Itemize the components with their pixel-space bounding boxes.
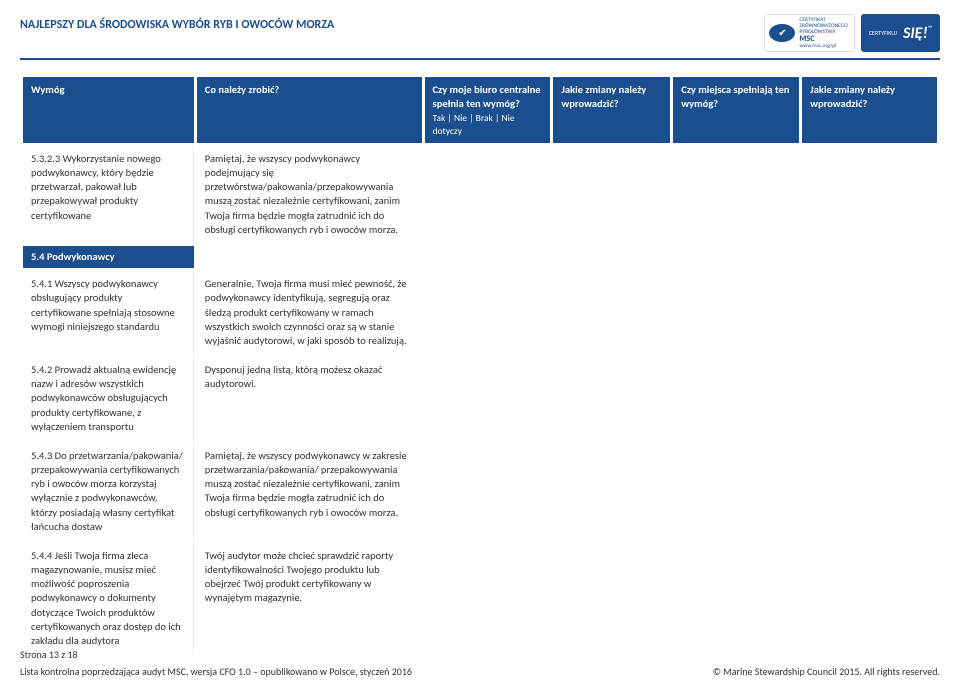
cell-empty — [802, 543, 937, 654]
table-row: 5.3.2.3 Wykorzystanie nowego podwykonawc… — [23, 146, 937, 243]
cell-action: Generalnie, Twoja firma musi mieć pewnoś… — [197, 271, 422, 354]
cell-requirement: 5.4.2 Prowadź aktualną ewidencję nazw i … — [23, 357, 194, 440]
cell-action: Twój audytor może chcieć sprawdzić rapor… — [197, 543, 422, 654]
cell-requirement: 5.4.1 Wszyscy podwykonawcy obsługujący p… — [23, 271, 194, 354]
section-label: 5.4 Podwykonawcy — [23, 246, 194, 268]
section-row: 5.4 Podwykonawcy — [23, 246, 937, 268]
cell-empty — [425, 146, 551, 243]
cell-action: Pamiętaj, że wszyscy podwykonawcy w zakr… — [197, 443, 422, 540]
cell-empty — [425, 357, 551, 440]
cell-empty — [802, 357, 937, 440]
table-row: 5.4.3 Do przetwarzania/pakowania/ przepa… — [23, 443, 937, 540]
cell-empty — [673, 357, 799, 440]
col-header-action: Co należy zrobić? — [197, 77, 422, 143]
footer-copyright: © Marine Stewardship Council 2015. All r… — [713, 665, 940, 678]
logos: ✔ CERTYFIKAT ZRÓWNOWAŻONEGO RYBOŁÓWSTWA … — [764, 14, 940, 52]
cell-action: Pamiętaj, że wszyscy podwykonawcy podejm… — [197, 146, 422, 243]
cell-empty — [553, 271, 670, 354]
cell-empty — [425, 271, 551, 354]
msc-logo-text: CERTYFIKAT ZRÓWNOWAŻONEGO RYBOŁÓWSTWA MS… — [799, 17, 847, 50]
cell-empty — [425, 543, 551, 654]
cell-empty — [673, 146, 799, 243]
table-row: 5.4.4 Jeśli Twoja firma zleca magazynowa… — [23, 543, 937, 654]
certify-logo-big: SIĘ!™ — [903, 24, 932, 43]
msc-logo: ✔ CERTYFIKAT ZRÓWNOWAŻONEGO RYBOŁÓWSTWA … — [764, 14, 854, 52]
col-header-requirement: Wymóg — [23, 77, 194, 143]
cell-empty — [802, 271, 937, 354]
col-header-changes-2: Jakie zmiany należy wprowadzić? — [802, 77, 937, 143]
table-header-row: Wymóg Co należy zrobić? Czy moje biuro c… — [23, 77, 937, 143]
cell-empty — [802, 146, 937, 243]
cell-empty — [802, 443, 937, 540]
table-row: 5.4.2 Prowadź aktualną ewidencję nazw i … — [23, 357, 937, 440]
cell-empty — [553, 443, 670, 540]
cell-empty — [553, 543, 670, 654]
page-title: NAJLEPSZY DLA ŚRODOWISKA WYBÓR RYB I OWO… — [20, 14, 334, 32]
col-header-changes-1: Jakie zmiany należy wprowadzić? — [553, 77, 670, 143]
requirements-table: Wymóg Co należy zrobić? Czy moje biuro c… — [20, 74, 940, 657]
cell-empty — [673, 543, 799, 654]
cell-empty — [673, 271, 799, 354]
footer-version: Lista kontrolna poprzedzająca audyt MSC,… — [20, 665, 412, 678]
fish-icon: ✔ — [769, 24, 795, 42]
cell-empty — [673, 443, 799, 540]
header-bar: NAJLEPSZY DLA ŚRODOWISKA WYBÓR RYB I OWO… — [20, 14, 940, 60]
certify-logo: CERTYFIKUJ SIĘ!™ — [861, 14, 940, 52]
certify-logo-label: CERTYFIKUJ — [869, 30, 897, 37]
cell-requirement: 5.4.3 Do przetwarzania/pakowania/ przepa… — [23, 443, 194, 540]
cell-empty — [425, 443, 551, 540]
cell-empty — [553, 357, 670, 440]
col-header-central: Czy moje biuro centralne spełnia ten wym… — [425, 77, 551, 143]
table-row: 5.4.1 Wszyscy podwykonawcy obsługujący p… — [23, 271, 937, 354]
footer-page-num: Strona 13 z 18 — [20, 648, 940, 661]
cell-empty — [553, 146, 670, 243]
page-footer: Strona 13 z 18 Lista kontrolna poprzedza… — [20, 648, 940, 678]
cell-requirement: 5.3.2.3 Wykorzystanie nowego podwykonawc… — [23, 146, 194, 243]
col-header-locations: Czy miejsca spełniają ten wymóg? — [673, 77, 799, 143]
cell-action: Dysponuj jedną listą, którą możesz okaza… — [197, 357, 422, 440]
cell-requirement: 5.4.4 Jeśli Twoja firma zleca magazynowa… — [23, 543, 194, 654]
